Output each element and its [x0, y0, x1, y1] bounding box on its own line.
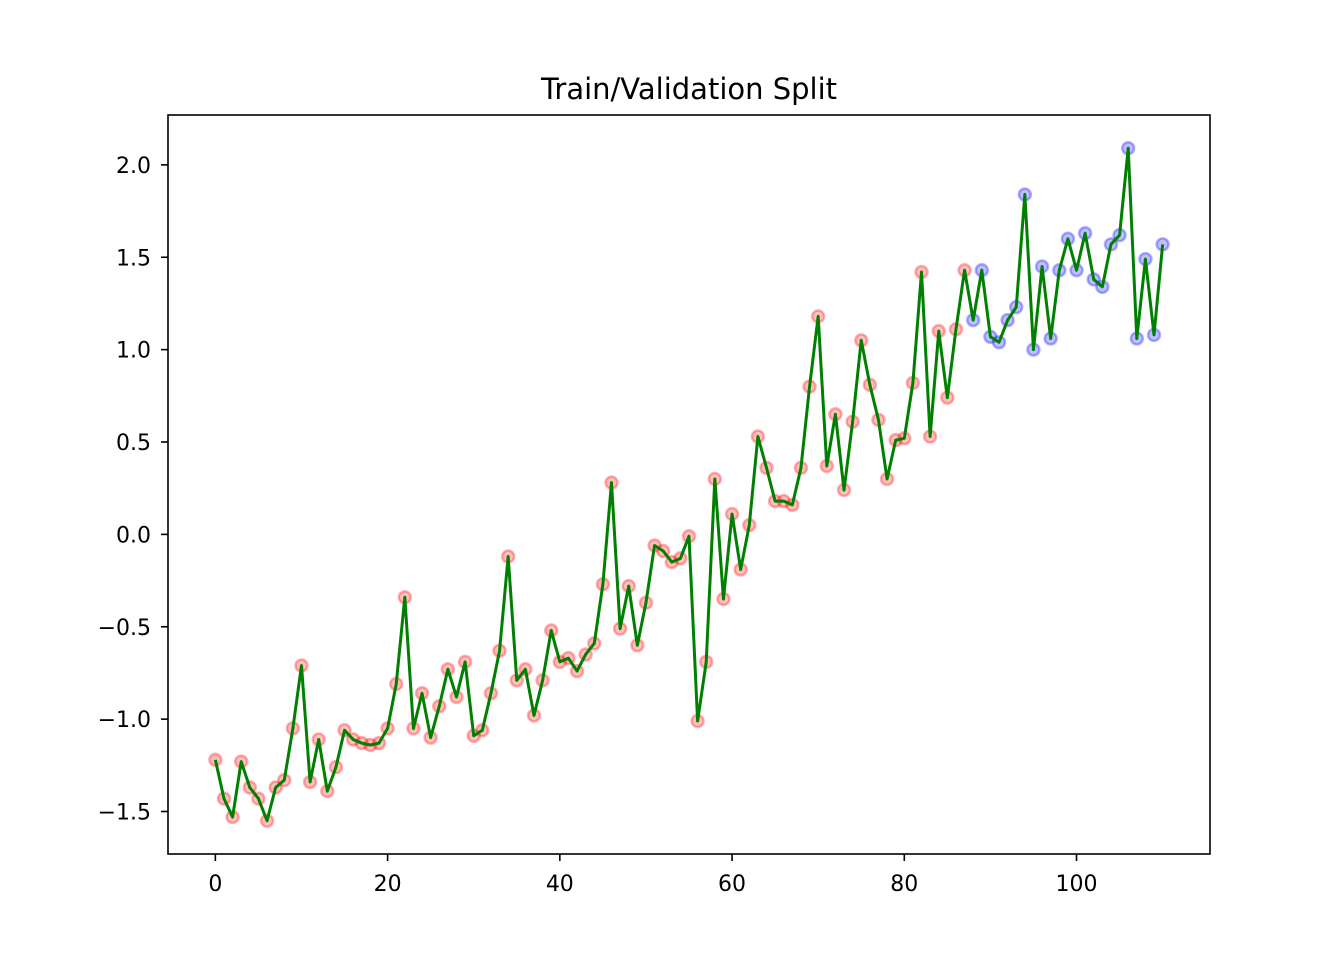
- x-tick-label: 80: [890, 872, 918, 897]
- chart-title: Train/Validation Split: [540, 72, 837, 106]
- x-tick-label: 100: [1056, 872, 1098, 897]
- y-tick-label: 2.0: [116, 154, 151, 179]
- x-tick-label: 60: [718, 872, 746, 897]
- series-layer: [208, 141, 1170, 828]
- y-tick-label: −0.5: [98, 616, 151, 641]
- x-tick-label: 40: [546, 872, 574, 897]
- y-tick-label: 1.5: [116, 246, 151, 271]
- y-tick-label: −1.5: [98, 801, 151, 826]
- y-tick-label: 1.0: [116, 339, 151, 364]
- x-tick-label: 20: [374, 872, 402, 897]
- y-tick-label: 0.5: [116, 431, 151, 456]
- series-line: [213, 146, 1165, 823]
- y-tick-label: 0.0: [116, 523, 151, 548]
- y-axis: −1.5 −1.0 −0.5 0.0 0.5 1.0 1.5 2.0: [98, 154, 168, 826]
- plot-frame: [167, 114, 1211, 855]
- x-axis: 0 20 40 60 80 100: [208, 854, 1098, 897]
- y-tick-label: −1.0: [98, 708, 151, 733]
- x-tick-label: 0: [208, 872, 222, 897]
